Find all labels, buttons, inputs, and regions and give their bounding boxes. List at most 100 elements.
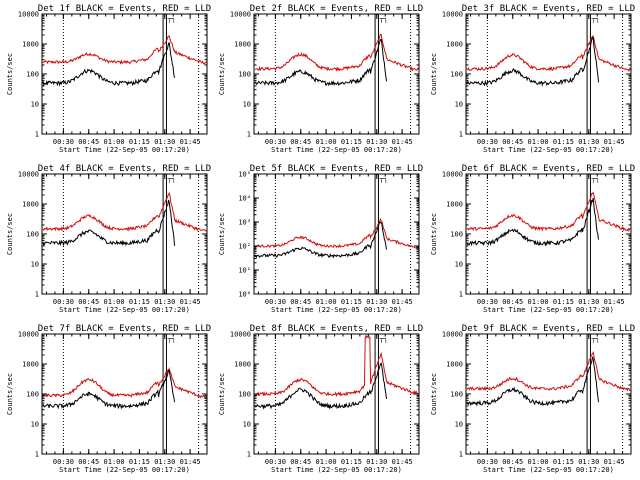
y-tick-label: 1000 [446,361,463,369]
y-axis-label: Counts/sec [430,213,438,255]
panel-title: Det 8f BLACK = Events, RED = LLD [250,324,423,334]
x-tick-label: 00:30 [53,138,74,146]
x-tick-label: 01:45 [180,458,201,466]
y-tick-label: 100 [450,391,463,399]
panel-title: Det 6f BLACK = Events, RED = LLD [462,164,635,174]
x-tick-label: 01:00 [528,298,549,306]
y-tick-label: 10⁴ [238,195,251,203]
x-tick-label: 01:45 [392,298,413,306]
x-axis-label: Start Time (22-Sep-05 00:17:20) [59,306,190,314]
x-axis-label: Start Time (22-Sep-05 00:17:20) [483,466,614,474]
y-tick-label: 1000 [22,201,39,209]
y-tick-label: 1 [35,131,39,139]
y-tick-label: 10000 [442,171,463,179]
panel-9: Det 9f BLACK = Events, RED = LLD┬┐ 1 10 100… [430,324,635,474]
x-tick-label: 01:30 [578,458,599,466]
x-axis-label: Start Time (22-Sep-05 00:17:20) [271,466,402,474]
x-tick-label: 01:15 [553,298,574,306]
x-tick-label: 01:15 [553,138,574,146]
x-tick-label: 01:00 [316,458,337,466]
x-tick-label: 01:30 [366,298,387,306]
plot-frame [465,333,632,455]
x-tick-label: 01:45 [392,458,413,466]
y-tick-label: 10000 [230,11,251,19]
x-tick-label: 00:45 [78,298,99,306]
y-tick-label: 100 [450,231,463,239]
panel-title: Det 7f BLACK = Events, RED = LLD [38,324,211,334]
y-tick-label: 10⁵ [238,171,251,179]
y-tick-label: 10 [455,101,463,109]
x-tick-label: 00:45 [78,458,99,466]
lld-series-line [254,334,419,398]
y-tick-label: 10³ [238,219,251,227]
y-tick-label: 1 [35,291,39,299]
y-tick-label: 10000 [18,171,39,179]
x-tick-label: 01:45 [604,298,625,306]
x-tick-label: 00:30 [477,298,498,306]
attenuator-glyph: ┬┐ [378,15,387,23]
plot-frame [465,13,632,135]
panel-1: Det 1f BLACK = Events, RED = LLD┬┐ 1 10 100… [6,4,211,154]
y-axis-label: Counts/sec [6,213,14,255]
y-tick-label: 10 [31,261,39,269]
x-tick-label: 01:00 [316,138,337,146]
y-tick-label: 10 [455,261,463,269]
y-axis-label: Counts/sec [430,373,438,415]
panel-8: Det 8f BLACK = Events, RED = LLD┬┐ 1 10 100… [218,324,423,474]
x-tick-label: 00:45 [502,298,523,306]
panel-title: Det 1f BLACK = Events, RED = LLD [38,4,211,14]
panel-title: Det 5f BLACK = Events, RED = LLD [250,164,423,174]
y-tick-label: 100 [450,71,463,79]
attenuator-glyph: ┬┐ [166,15,175,23]
x-tick-label: 01:30 [154,298,175,306]
x-tick-label: 01:30 [578,298,599,306]
x-tick-label: 01:45 [392,138,413,146]
y-tick-label: 1 [459,451,463,459]
lld-series-line [466,350,631,392]
lld-series-line [42,35,207,65]
lld-series-line [42,367,207,399]
x-tick-label: 00:30 [477,138,498,146]
y-tick-label: 100 [238,71,251,79]
x-tick-label: 00:30 [477,458,498,466]
x-tick-label: 01:30 [154,138,175,146]
x-axis-label: Start Time (22-Sep-05 00:17:20) [271,146,402,154]
y-tick-label: 1 [459,131,463,139]
events-series-line [254,362,387,410]
panel-title: Det 2f BLACK = Events, RED = LLD [250,4,423,14]
x-tick-label: 01:00 [104,138,125,146]
y-tick-label: 100 [238,391,251,399]
x-axis-label: Start Time (22-Sep-05 00:17:20) [59,466,190,474]
x-tick-label: 01:00 [104,298,125,306]
lld-series-line [254,33,419,72]
x-tick-label: 00:45 [502,138,523,146]
y-tick-label: 1000 [234,41,251,49]
y-tick-label: 10000 [18,331,39,339]
plot-frame [253,173,420,295]
x-tick-label: 00:45 [290,138,311,146]
x-tick-label: 00:30 [53,298,74,306]
x-tick-label: 00:45 [78,138,99,146]
x-axis-label: Start Time (22-Sep-05 00:17:20) [483,306,614,314]
y-axis-label: Counts/sec [430,53,438,95]
x-tick-label: 01:45 [180,138,201,146]
panel-title: Det 9f BLACK = Events, RED = LLD [462,324,635,334]
lld-series-line [254,217,419,249]
x-tick-label: 01:00 [528,138,549,146]
x-tick-label: 01:00 [104,458,125,466]
y-tick-label: 100 [26,71,39,79]
y-tick-label: 10 [243,101,251,109]
y-axis-label: Counts/sec [218,213,226,255]
x-tick-label: 01:15 [341,458,362,466]
x-axis-label: Start Time (22-Sep-05 00:17:20) [483,146,614,154]
y-tick-label: 1000 [446,41,463,49]
y-tick-label: 10 [31,421,39,429]
y-tick-label: 10000 [18,11,39,19]
y-tick-label: 1 [247,131,251,139]
x-tick-label: 01:30 [578,138,599,146]
y-tick-label: 10000 [230,331,251,339]
events-series-line [466,36,599,87]
events-series-line [42,199,175,247]
y-tick-label: 1000 [446,201,463,209]
